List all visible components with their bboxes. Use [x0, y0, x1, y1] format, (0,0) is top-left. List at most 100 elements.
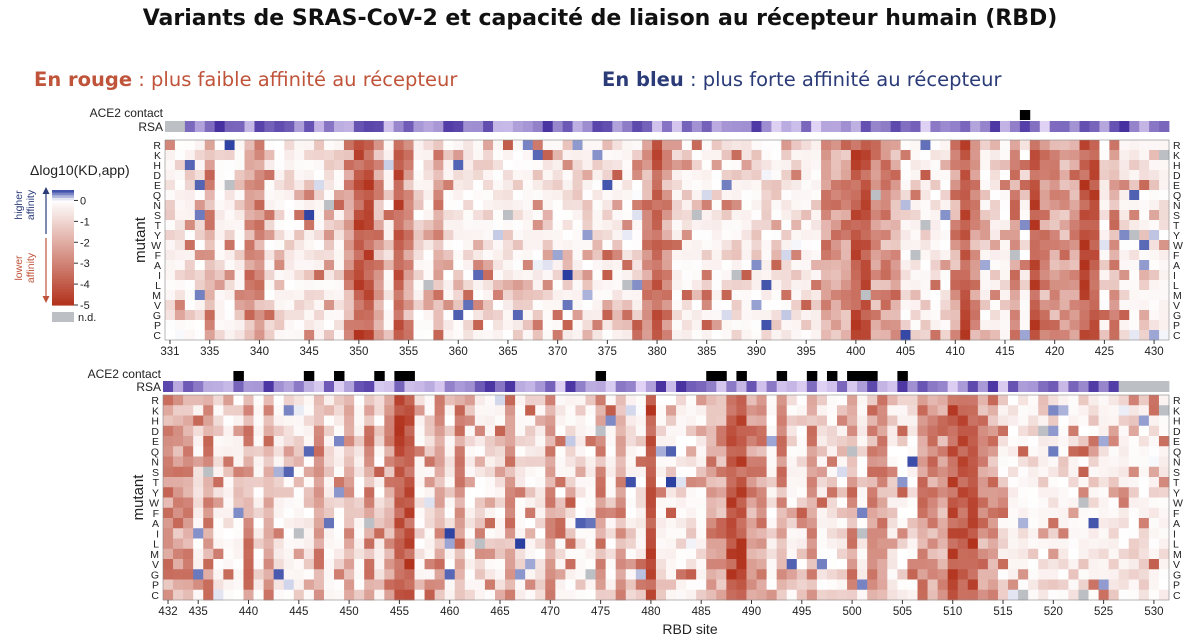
heatmap-cell	[403, 290, 414, 301]
heatmap-cell	[575, 538, 586, 550]
heatmap-cell	[324, 220, 335, 231]
heatmap-cell	[522, 270, 534, 281]
heatmap-cell	[870, 200, 882, 211]
heatmap-cell	[731, 260, 742, 271]
heatmap-cell	[454, 579, 466, 591]
heatmap-cell	[354, 569, 365, 580]
heatmap-cell	[1119, 140, 1130, 151]
heatmap-cell	[850, 210, 862, 221]
heatmap-cell	[333, 270, 345, 281]
heatmap-cell	[323, 487, 335, 498]
heatmap-cell	[662, 320, 673, 331]
heatmap-cell	[293, 466, 305, 478]
heatmap-cell	[344, 528, 355, 539]
x-tick-label: 520	[1044, 606, 1063, 618]
heatmap-cell	[224, 160, 235, 171]
heatmap-cell	[203, 487, 214, 498]
heatmap-cell	[997, 425, 1009, 437]
heatmap-cell	[1018, 538, 1029, 550]
red-legend-strong: En rouge	[34, 68, 133, 91]
heatmap-cell	[990, 160, 1001, 171]
heatmap-cell	[293, 518, 305, 529]
heatmap-cell	[691, 240, 703, 251]
heatmap-cell	[284, 280, 295, 291]
heatmap-cell	[910, 170, 921, 181]
rsa-cell	[880, 121, 892, 132]
heatmap-cell	[522, 210, 534, 221]
heatmap-cell	[253, 405, 264, 416]
heatmap-cell	[572, 300, 583, 311]
row-label-left: Y	[154, 230, 161, 242]
heatmap-cell	[483, 180, 494, 191]
heatmap-cell	[434, 528, 446, 539]
heatmap-cell	[572, 190, 583, 201]
heatmap-cell	[224, 170, 235, 181]
heatmap-cell	[193, 415, 204, 427]
heatmap-cell	[403, 160, 414, 171]
heatmap-cell	[404, 559, 415, 570]
heatmap-cell	[831, 200, 842, 211]
heatmap-cell	[1098, 446, 1110, 457]
heatmap-cell	[363, 300, 375, 311]
heatmap-cell	[414, 405, 425, 416]
heatmap-cell	[801, 240, 812, 251]
heatmap-cell	[937, 569, 949, 580]
heatmap-cell	[273, 436, 285, 447]
heatmap-cell	[671, 250, 683, 261]
heatmap-cell	[253, 477, 264, 488]
rsa-cell	[970, 121, 981, 132]
heatmap-cell	[696, 425, 707, 437]
heatmap-cell	[990, 190, 1001, 201]
heatmap-cell	[383, 270, 395, 281]
heatmap-cell	[363, 280, 375, 291]
heatmap-cell	[701, 280, 713, 291]
heatmap-cell	[1049, 260, 1061, 271]
heatmap-cell	[203, 569, 214, 580]
heatmap-cell	[1049, 190, 1061, 201]
heatmap-cell	[980, 280, 991, 291]
heatmap-cell	[434, 446, 446, 457]
heatmap-cell	[274, 240, 285, 251]
row-label-right: E	[1173, 436, 1180, 448]
heatmap-cell	[552, 260, 564, 271]
heatmap-cell	[474, 395, 486, 406]
heatmap-cell	[283, 405, 295, 416]
heatmap-cell	[183, 466, 194, 478]
row-label-right: M	[1173, 549, 1182, 561]
heatmap-cell	[572, 290, 583, 301]
heatmap-cell	[756, 466, 767, 478]
heatmap-cell	[622, 250, 633, 261]
heatmap-cell	[711, 290, 723, 301]
heatmap-cell	[483, 190, 494, 201]
colorbar-label: Δlog10(KD,app)	[30, 162, 130, 178]
heatmap-cell	[393, 230, 404, 241]
heatmap-cell	[847, 569, 858, 580]
heatmap-cell	[987, 436, 999, 447]
heatmap-cell	[433, 190, 444, 201]
heatmap-cell	[562, 170, 573, 181]
ace2-contact-mark	[374, 371, 385, 381]
heatmap-cell	[655, 528, 667, 539]
heatmap-cell	[1018, 477, 1029, 488]
heatmap-cell	[1159, 250, 1170, 261]
heatmap-cell	[183, 569, 194, 580]
heatmap-cell	[494, 405, 506, 416]
heatmap-cell	[831, 160, 842, 171]
heatmap-cell	[214, 220, 226, 231]
heatmap-cell	[880, 180, 892, 191]
heatmap-cell	[542, 250, 554, 261]
heatmap-cell	[283, 497, 295, 509]
heatmap-cell	[575, 466, 586, 478]
heatmap-cell	[1008, 497, 1019, 509]
heatmap-cell	[806, 477, 818, 488]
heatmap-cell	[334, 497, 345, 509]
heatmap-cell	[464, 579, 476, 591]
heatmap-cell	[214, 280, 226, 291]
heatmap-cell	[575, 528, 586, 539]
heatmap-cell	[253, 589, 264, 601]
heatmap-cell	[213, 589, 224, 601]
heatmap-cell	[494, 466, 506, 478]
heatmap-cell	[183, 579, 194, 591]
heatmap-cell	[582, 170, 593, 181]
heatmap-cell	[635, 415, 647, 427]
